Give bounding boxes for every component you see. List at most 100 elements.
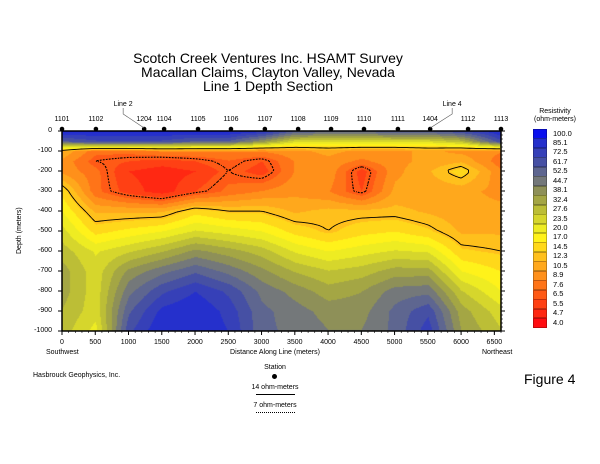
y-tick-label: -300 xyxy=(37,187,52,194)
contour-segment xyxy=(448,235,453,239)
station-marker-icon xyxy=(427,126,433,132)
contour-segment xyxy=(367,168,370,171)
contour-segment xyxy=(181,209,186,212)
contour-segment xyxy=(212,160,216,163)
station-marker-icon xyxy=(395,126,401,132)
contour-segment xyxy=(226,169,231,172)
key-7-label: 7 ohm-meters xyxy=(253,402,297,409)
contour-segment xyxy=(206,188,210,192)
contour-segment xyxy=(366,184,369,189)
contour-segment xyxy=(292,220,297,223)
contour-segment xyxy=(350,169,354,174)
colorbar-level-label: 14.5 xyxy=(553,241,568,251)
contour-segment xyxy=(220,164,225,168)
northeast-label: Northeast xyxy=(482,349,513,356)
contour-segment xyxy=(406,218,411,221)
colorbar-swatch xyxy=(533,261,547,272)
contour-segment xyxy=(431,226,435,229)
contour-segment xyxy=(105,166,108,171)
contour-segment xyxy=(175,194,180,197)
contour-segment xyxy=(457,176,462,179)
colorbar-level-label: 23.5 xyxy=(553,213,568,223)
station-marker-icon xyxy=(228,126,234,132)
contour-segment xyxy=(225,170,228,174)
colorbar-swatch xyxy=(533,280,547,291)
x-tick-label: 4000 xyxy=(320,339,336,346)
contour-segment xyxy=(433,227,437,231)
contour-segment xyxy=(220,175,224,179)
y-tick-label: 0 xyxy=(48,127,52,134)
key-14-solid-line xyxy=(256,394,295,395)
y-tick-label: -800 xyxy=(37,287,52,294)
contour-segment xyxy=(208,187,211,190)
contour-segment xyxy=(163,214,168,217)
colorbar-level-label: 100.0 xyxy=(553,128,572,138)
contour-segment xyxy=(112,191,117,194)
contour-segment xyxy=(100,162,104,165)
station-label: 1111 xyxy=(390,116,405,123)
contour-segment xyxy=(365,187,368,192)
line-crossing-leader xyxy=(122,108,145,129)
station-marker-icon xyxy=(141,126,147,132)
contour-segment xyxy=(259,177,264,180)
contour-segment xyxy=(313,223,318,226)
colorbar-swatch xyxy=(533,185,547,196)
station-label: 1112 xyxy=(460,116,476,123)
contour-segment xyxy=(265,211,270,214)
contour-segment xyxy=(271,213,276,216)
contour-segment xyxy=(115,192,120,194)
contour-segment xyxy=(223,172,227,176)
line-crossing-label: Line 4 xyxy=(442,101,462,108)
station-marker-icon xyxy=(498,126,504,132)
chart-title-line-1: Scotch Creek Ventures Inc. HSAMT Survey xyxy=(133,50,403,66)
contour-segment xyxy=(235,163,240,167)
colorbar-swatch xyxy=(533,166,547,177)
x-tick-label: 0 xyxy=(60,339,64,346)
contour-segment xyxy=(271,166,275,171)
contour-segment xyxy=(238,174,242,177)
colorbar-swatch xyxy=(533,195,547,206)
contour-segment xyxy=(166,196,171,199)
x-tick-label: 500 xyxy=(89,339,102,346)
colorbar-level-label: 44.7 xyxy=(553,175,568,185)
contour-segment xyxy=(453,238,456,241)
contour-segment xyxy=(286,218,291,221)
x-tick-label: 5000 xyxy=(386,339,403,346)
contour-segment xyxy=(445,233,450,237)
contour-segment xyxy=(458,165,462,168)
colorbar-level-label: 61.7 xyxy=(553,156,568,166)
colorbar-level-label: 10.5 xyxy=(553,260,568,270)
contour-segment xyxy=(262,175,267,179)
contour-segment xyxy=(172,195,177,198)
contour-segment xyxy=(403,218,408,220)
colorbar-title-2: (ohm-meters) xyxy=(533,116,576,123)
colorbar-swatch xyxy=(533,223,547,234)
x-tick-label: 5500 xyxy=(420,339,436,346)
contour-segment xyxy=(397,216,402,219)
station-marker-icon xyxy=(195,126,201,132)
station-label: 1106 xyxy=(223,116,239,123)
contour-segment xyxy=(231,172,234,175)
colorbar-level-label: 72.5 xyxy=(553,147,568,157)
x-tick-label: 3000 xyxy=(253,339,270,346)
contour-segment xyxy=(266,174,270,177)
contour-segment xyxy=(462,166,465,169)
contour-segment xyxy=(451,174,456,177)
contour-segment xyxy=(496,249,501,252)
contour-segment xyxy=(232,173,237,176)
station-marker-icon xyxy=(161,126,167,132)
contour-segment xyxy=(457,241,462,246)
contour-segment xyxy=(424,223,429,226)
contour-segment xyxy=(340,221,345,224)
contour-segment xyxy=(216,180,219,183)
contour-segment xyxy=(280,216,285,219)
contour-segment xyxy=(69,193,72,196)
x-tick-label: 3500 xyxy=(287,339,303,346)
contour-segment xyxy=(460,176,465,179)
chart-title-line-2: Macallan Claims, Clayton Valley, Nevada xyxy=(141,64,395,80)
colorbar-level-label: 20.0 xyxy=(553,223,568,232)
contour-segment xyxy=(68,190,71,195)
contour-segment xyxy=(73,198,76,201)
contour-segment xyxy=(463,167,468,170)
company-credit: Hasbrouck Geophysics, Inc. xyxy=(33,372,121,379)
